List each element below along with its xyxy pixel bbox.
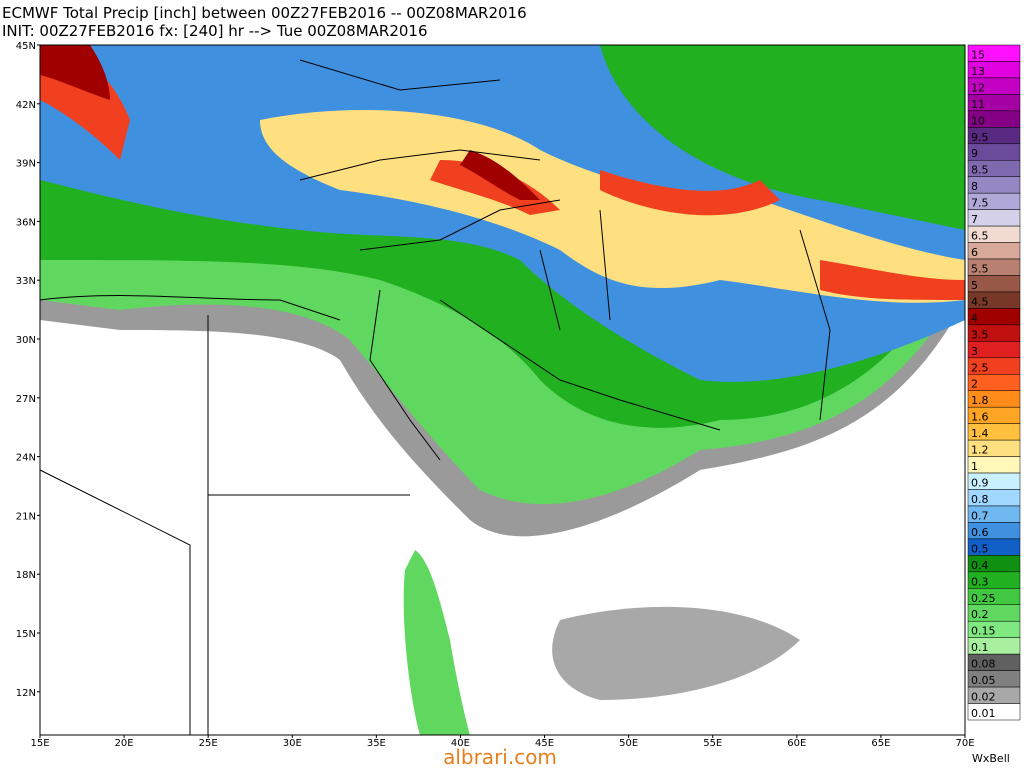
latitude-label: 15N (16, 629, 36, 640)
colorbar-label: 4.5 (971, 295, 989, 308)
latitude-label: 30N (16, 335, 36, 346)
precip-field (40, 45, 965, 735)
colorbar-swatch (967, 703, 1021, 721)
latitude-label: 42N (16, 100, 36, 111)
colorbar-label: 8.5 (971, 164, 989, 177)
colorbar-label: 1.2 (971, 444, 989, 457)
colorbar-label: 6 (971, 246, 978, 259)
colorbar-label: 9 (971, 147, 978, 160)
colorbar-label: 5 (971, 279, 978, 292)
colorbar-label: 0.01 (971, 707, 996, 720)
borders (39, 59, 831, 735)
colorbar-label: 0.9 (971, 477, 989, 490)
longitude-label: 30E (283, 738, 302, 749)
latitude-label: 24N (16, 453, 36, 464)
title-line: ECMWF Total Precip [inch] between 00Z27F… (2, 4, 527, 22)
colorbar-label: 2.5 (971, 361, 989, 374)
credit: WxBell (972, 752, 1010, 765)
longitude-label: 50E (619, 738, 638, 749)
watermark: albrari.com (443, 745, 557, 768)
colorbar-label: 2 (971, 378, 978, 391)
longitude-label: 60E (787, 738, 806, 749)
longitude-label: 35E (367, 738, 386, 749)
colorbar-label: 15 (971, 48, 985, 61)
colorbar-label: 5.5 (971, 262, 989, 275)
latitude-label: 33N (16, 276, 36, 287)
latitude-label: 21N (16, 511, 36, 522)
latitude-label: 39N (16, 159, 36, 170)
longitude-label: 25E (199, 738, 218, 749)
latitude-label: 18N (16, 570, 36, 581)
colorbar-label: 0.2 (971, 608, 989, 621)
colorbar-label: 10 (971, 114, 985, 127)
colorbar-label: 1.8 (971, 394, 989, 407)
axis-labels: 45N 42N 39N 36N 33N 30N 27N 24N 21N 18N 15N 12N 15E 2… (16, 41, 975, 749)
colorbar-label: 0.6 (971, 526, 989, 539)
colorbar-label: 1 (971, 460, 978, 473)
colorbar-label: 0.25 (971, 592, 996, 605)
colorbar-label: 0.15 (971, 625, 996, 638)
colorbar-label: 12 (971, 81, 985, 94)
colorbar-label: 3.5 (971, 328, 989, 341)
latitude-label: 45N (16, 41, 36, 52)
colorbar-label: 7 (971, 213, 978, 226)
colorbar-label: 8 (971, 180, 978, 193)
latitude-label: 12N (16, 688, 36, 699)
colorbar-label: 0.4 (971, 559, 989, 572)
map-frame (39, 44, 966, 736)
longitude-label: 65E (871, 738, 890, 749)
latitude-label: 36N (16, 217, 36, 228)
colorbar-label: 0.7 (971, 509, 989, 522)
colorbar-label: 0.5 (971, 542, 989, 555)
longitude-label: 40E (451, 738, 470, 749)
colorbar-label: 0.8 (971, 493, 989, 506)
longitude-label: 70E (955, 738, 974, 749)
colorbar-label: 0.08 (971, 658, 996, 671)
colorbar-label: 0.02 (971, 691, 996, 704)
colorbar: 15131211109.598.587.576.565.554.543.532.… (967, 44, 1021, 721)
colorbar-label: 0.05 (971, 674, 996, 687)
colorbar-label: 1.4 (971, 427, 989, 440)
colorbar-label: 7.5 (971, 197, 989, 210)
subtitle-line: INIT: 00Z27FEB2016 fx: [240] hr --> Tue … (2, 22, 428, 40)
longitude-label: 55E (703, 738, 722, 749)
colorbar-label: 1.6 (971, 411, 989, 424)
longitude-label: 20E (115, 738, 134, 749)
colorbar-label: 0.3 (971, 575, 989, 588)
colorbar-label: 9.5 (971, 131, 989, 144)
colorbar-label: 11 (971, 98, 985, 111)
colorbar-label: 3 (971, 345, 978, 358)
longitude-label: 45E (535, 738, 554, 749)
colorbar-label: 0.1 (971, 641, 989, 654)
latitude-label: 27N (16, 394, 36, 405)
colorbar-label: 6.5 (971, 230, 989, 243)
longitude-label: 15E (30, 738, 49, 749)
colorbar-label: 13 (971, 65, 985, 78)
colorbar-label: 4 (971, 312, 978, 325)
